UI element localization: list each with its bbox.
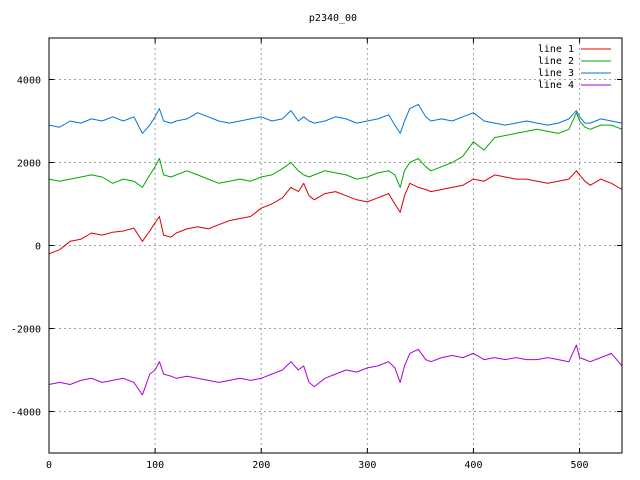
- ticks-layer: 0 100 200 300 400 500 -4000 -2000 0 2000 4000: [11, 38, 622, 471]
- y-tick-label: 2000: [17, 159, 41, 170]
- legend-label: line 2: [538, 56, 574, 67]
- legend-label: line 3: [538, 68, 574, 79]
- legend-label: line 1: [538, 44, 574, 55]
- legend-label: line 4: [538, 80, 574, 91]
- x-tick-label: 200: [252, 460, 270, 471]
- x-tick-label: 0: [46, 460, 52, 471]
- y-tick-label: -4000: [11, 408, 41, 419]
- series-layer: [48, 103, 623, 396]
- y-tick-label: 4000: [17, 76, 41, 87]
- series-line-4: [48, 344, 623, 396]
- x-tick-label: 100: [146, 460, 164, 471]
- x-tick-label: 400: [464, 460, 482, 471]
- series-line-1: [48, 170, 623, 255]
- y-tick-label: 0: [35, 242, 41, 253]
- series-line-2: [48, 112, 623, 188]
- x-tick-label: 500: [571, 460, 589, 471]
- grid-layer: [49, 38, 622, 453]
- chart-title: p2340_00: [309, 13, 357, 24]
- y-tick-label: -2000: [11, 325, 41, 336]
- series-line-3: [48, 103, 623, 134]
- x-tick-label: 300: [358, 460, 376, 471]
